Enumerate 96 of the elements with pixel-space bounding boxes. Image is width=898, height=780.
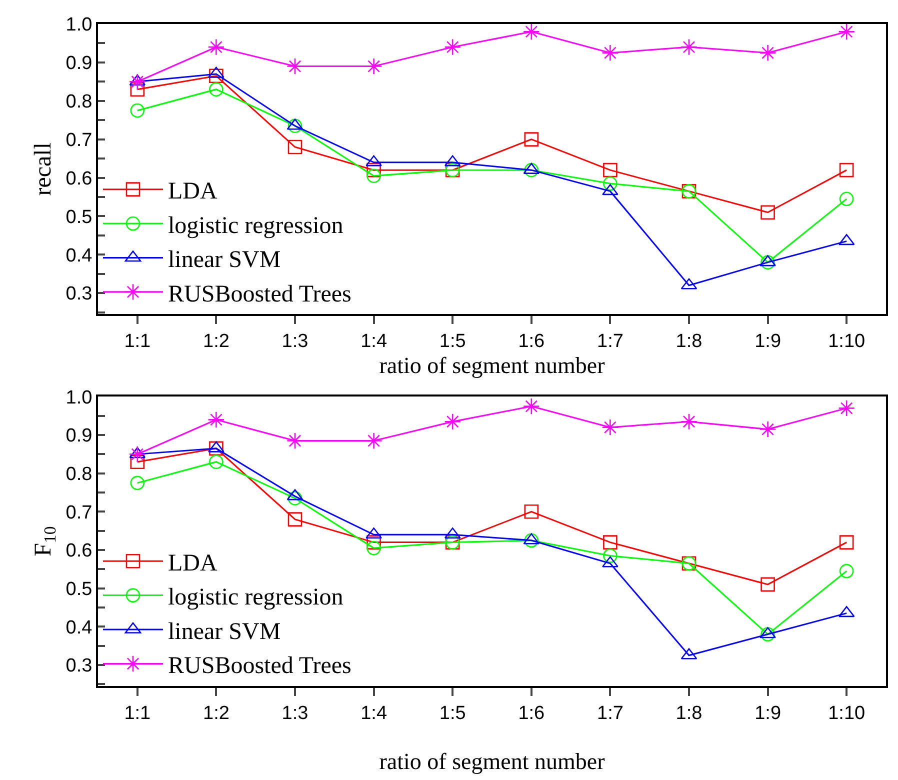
point <box>128 446 146 463</box>
point <box>603 162 618 178</box>
y-tick-label: 0.8 <box>66 464 92 485</box>
legend-label: LDA <box>168 178 218 205</box>
legend-label: LDA <box>168 550 218 576</box>
point <box>524 162 539 178</box>
point <box>603 548 618 563</box>
y-tick-label: 0.3 <box>66 656 92 677</box>
x-tick-label: 1:9 <box>754 702 782 724</box>
y-tick-label: 0.8 <box>66 92 92 113</box>
y-tick-label: 0.4 <box>66 617 93 638</box>
x-tick-label: 1:3 <box>282 331 308 352</box>
y-tick-label: 0.5 <box>66 206 92 228</box>
point <box>524 504 539 519</box>
point <box>444 527 461 539</box>
y-tick-label: 0.7 <box>66 502 92 524</box>
point <box>839 535 854 550</box>
point <box>366 527 382 539</box>
point <box>444 38 462 56</box>
y-tick-label: 0.6 <box>66 168 92 190</box>
x-tick-label: 1:1 <box>124 331 151 352</box>
point <box>130 82 145 96</box>
point <box>288 118 302 134</box>
x-tick-label: 1:5 <box>439 702 466 724</box>
point <box>128 73 146 90</box>
y-tick-label: 0.3 <box>66 284 92 305</box>
y-tick-label: 0.9 <box>66 426 92 447</box>
point <box>444 413 462 430</box>
point <box>208 411 225 428</box>
point <box>838 400 856 417</box>
legend-label: logistic regression <box>168 584 344 611</box>
x-tick-label: 1:9 <box>754 331 782 352</box>
point <box>209 68 224 84</box>
point <box>366 168 381 183</box>
point <box>522 398 540 415</box>
legend-label: RUSBoosted Trees <box>168 653 352 680</box>
x-tick-label: 1:5 <box>439 331 466 352</box>
point <box>288 140 302 154</box>
y-tick-label: 0.5 <box>66 578 92 600</box>
point <box>522 23 540 40</box>
point <box>760 205 775 220</box>
x-tick-label: 1:8 <box>676 702 702 724</box>
x-tick-label: 1:6 <box>518 331 545 352</box>
x-tick-label: 1:2 <box>202 702 230 724</box>
point <box>760 577 775 592</box>
point <box>839 564 854 578</box>
point <box>603 535 618 550</box>
point <box>603 176 618 191</box>
x-tick-label: 1:8 <box>676 331 702 352</box>
y-axis-title: recall <box>30 142 56 196</box>
x-axis-title: ratio of segment number <box>379 353 606 378</box>
legend-label: linear SVM <box>168 618 281 645</box>
legend-label: linear SVM <box>168 247 281 274</box>
point <box>130 454 145 469</box>
x-tick-label: 1:10 <box>828 331 866 352</box>
point <box>759 44 776 62</box>
x-tick-label: 1:4 <box>360 331 388 352</box>
point <box>602 418 619 436</box>
point <box>759 420 776 438</box>
y-tick-label: 0.7 <box>66 130 92 151</box>
y-tick-label: 0.4 <box>66 245 93 266</box>
point <box>209 454 224 469</box>
x-tick-label: 1:7 <box>596 331 624 352</box>
point <box>208 38 225 56</box>
x-tick-label: 1:2 <box>202 331 230 352</box>
point <box>680 413 698 430</box>
x-axis-title: ratio of segment number <box>379 748 606 774</box>
point <box>760 255 775 270</box>
x-tick-label: 1:6 <box>518 702 545 724</box>
point <box>288 491 302 506</box>
x-tick-label: 1:7 <box>596 702 624 724</box>
point <box>366 162 381 178</box>
x-tick-label: 1:3 <box>282 702 308 724</box>
y-tick-label: 0.9 <box>66 53 92 74</box>
point <box>524 132 539 146</box>
point <box>130 476 145 490</box>
point <box>209 441 224 456</box>
legend-label: RUSBoosted Trees <box>168 281 352 308</box>
point <box>838 23 856 40</box>
point <box>680 38 698 56</box>
x-tick-label: 1:10 <box>828 702 866 724</box>
point <box>524 533 539 548</box>
point <box>366 540 381 556</box>
y-tick-label: 1.0 <box>66 14 92 36</box>
legend-label: logistic regression <box>168 212 344 239</box>
point <box>839 192 854 206</box>
point <box>839 162 854 178</box>
point <box>602 44 619 62</box>
x-tick-label: 1:1 <box>124 702 151 724</box>
point <box>209 82 224 96</box>
point <box>130 103 145 118</box>
y-tick-label: 1.0 <box>66 387 92 408</box>
x-tick-label: 1:4 <box>360 702 388 724</box>
point <box>288 512 302 526</box>
y-tick-label: 0.6 <box>66 540 92 562</box>
point <box>760 627 775 642</box>
